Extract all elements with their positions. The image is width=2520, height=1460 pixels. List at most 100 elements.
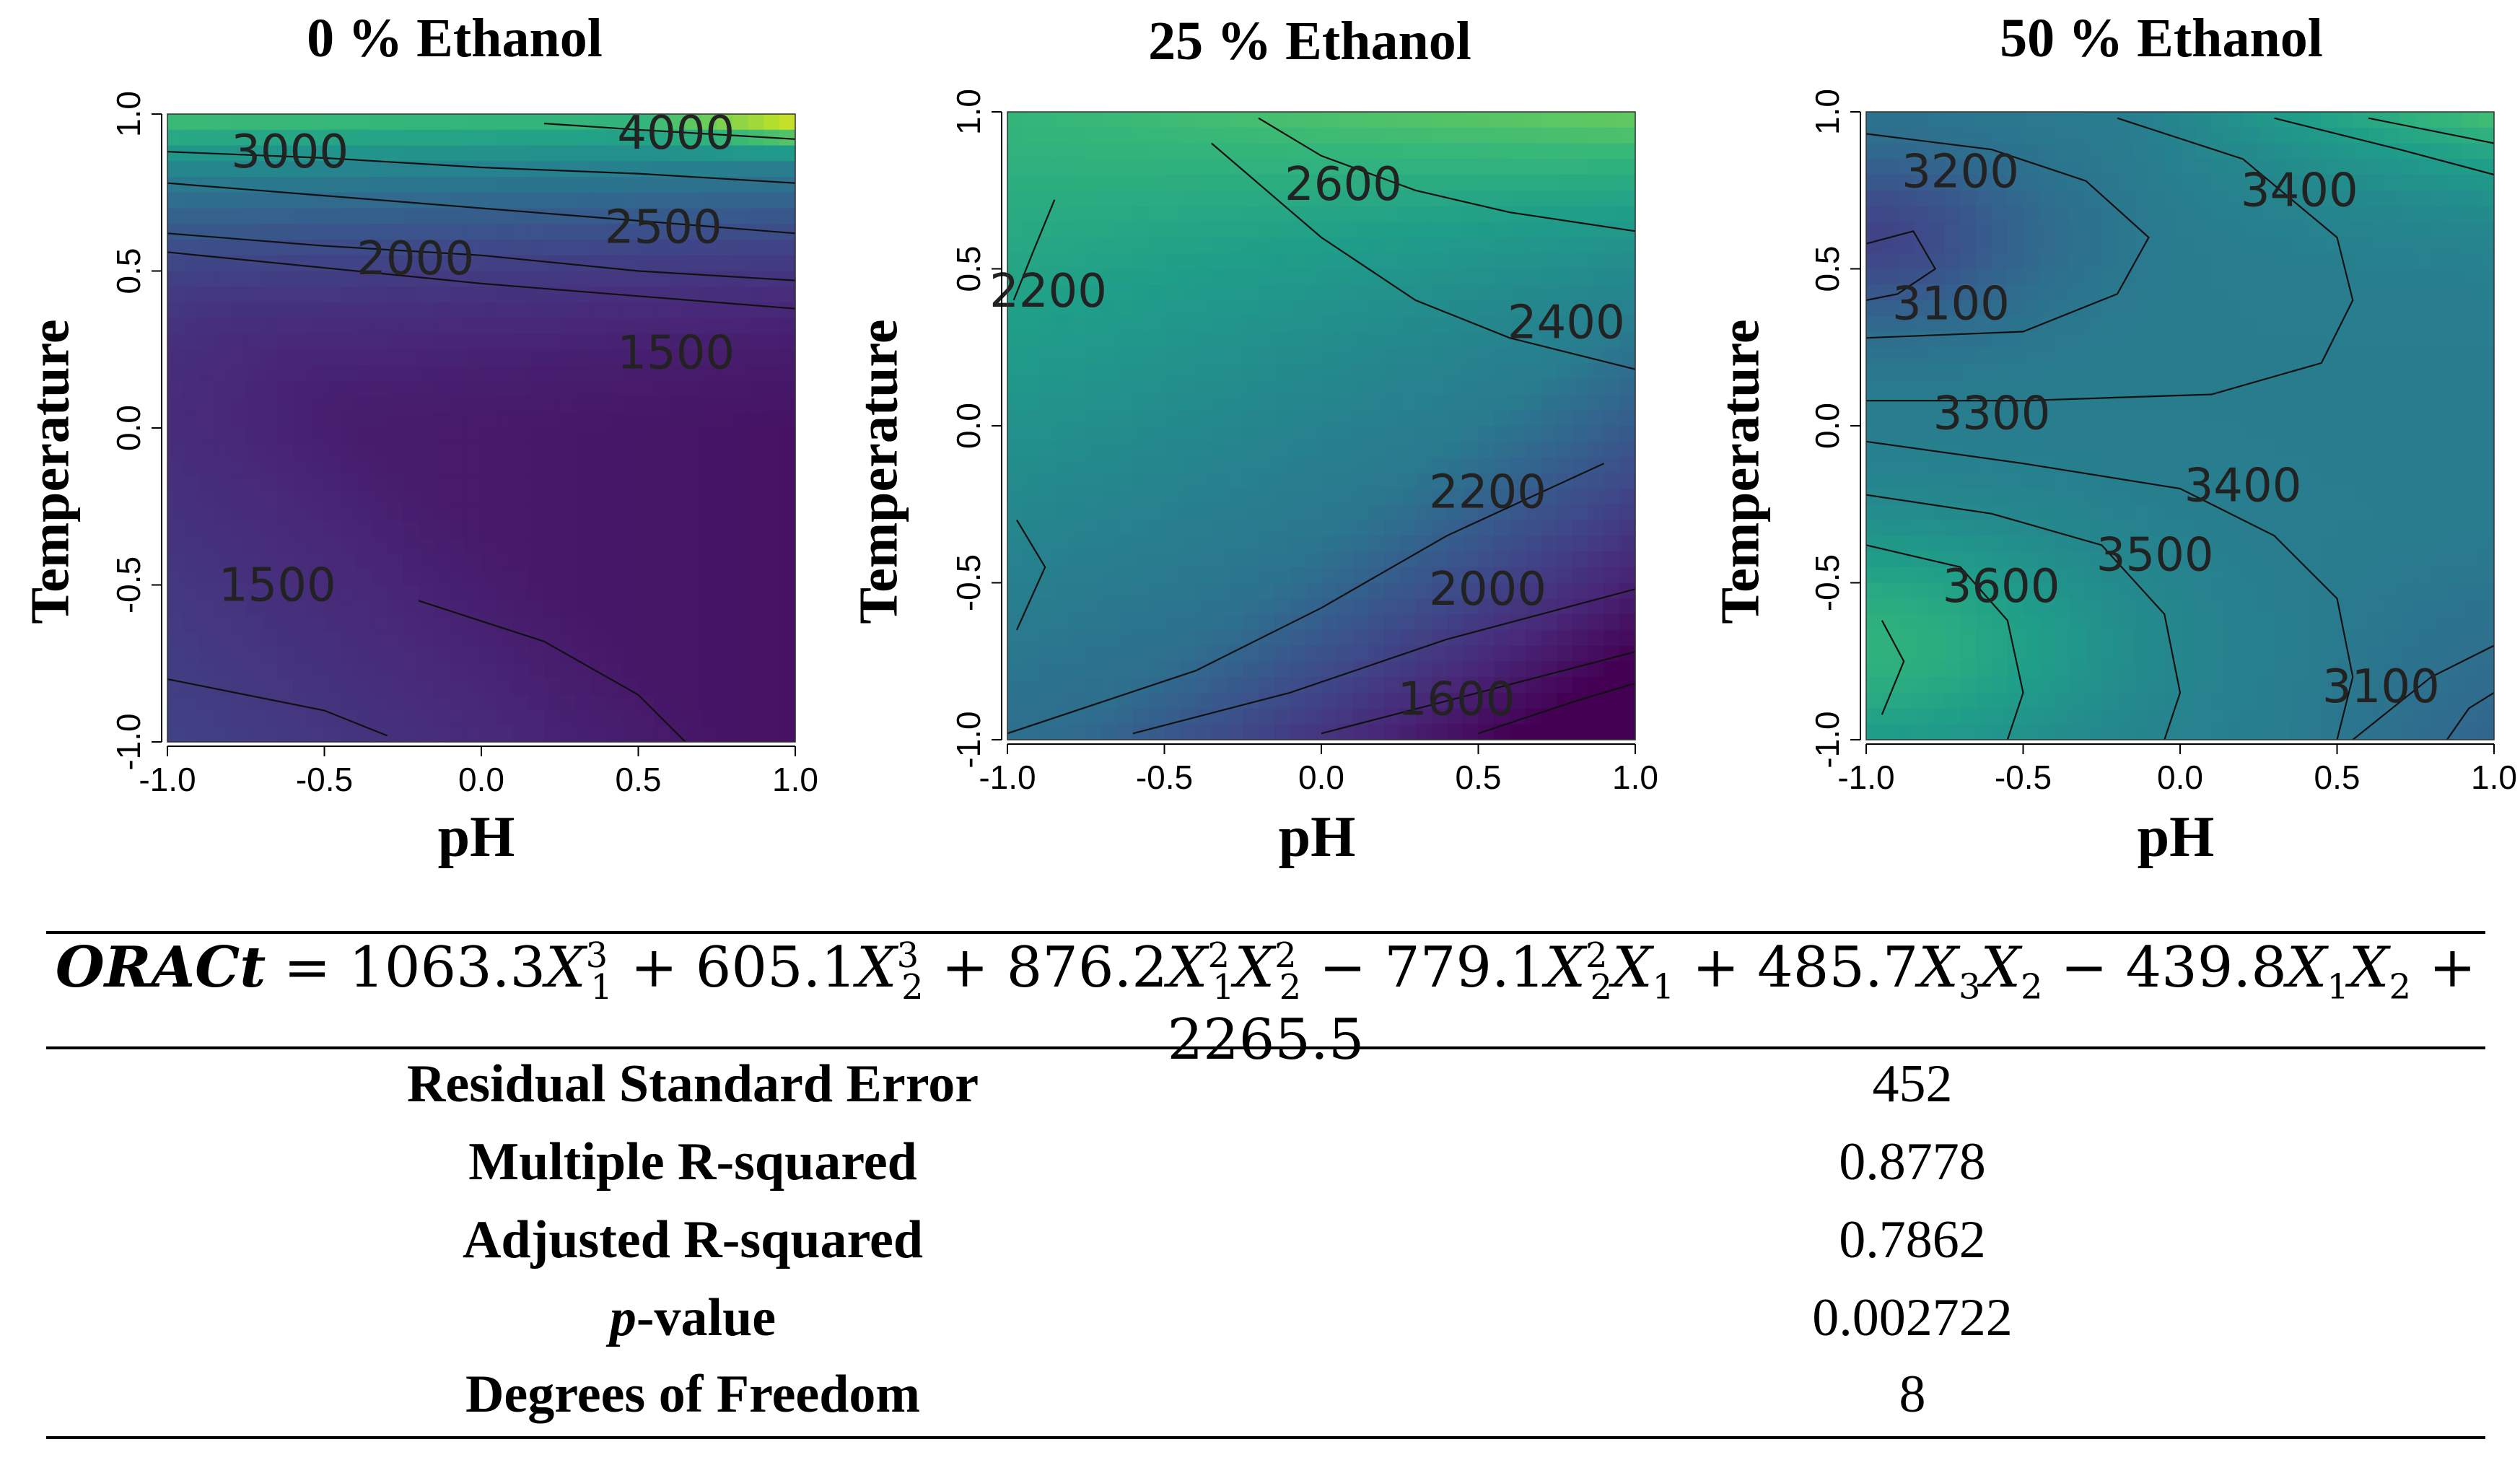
heatmap-cell — [198, 538, 215, 554]
heatmap-cell — [512, 396, 529, 413]
contour-label: 3200 — [1902, 146, 2019, 199]
heatmap-cell — [1462, 520, 1479, 536]
heatmap-cell — [2007, 536, 2024, 552]
heatmap-cell — [2368, 567, 2385, 584]
heatmap-cell — [1525, 143, 1542, 159]
heatmap-cell — [1259, 159, 1275, 175]
heatmap-cell — [575, 710, 592, 727]
heatmap-cell — [1305, 441, 1322, 458]
heatmap-cell — [607, 522, 624, 538]
heatmap-cell — [277, 333, 294, 350]
heatmap-cell — [1510, 363, 1526, 380]
heatmap-cell — [371, 647, 388, 664]
heatmap-cell — [2101, 724, 2118, 740]
heatmap-cell — [261, 459, 278, 476]
heatmap-cell — [1992, 473, 2008, 489]
heatmap-cell — [1384, 582, 1401, 599]
heatmap-cell — [1274, 175, 1291, 191]
heatmap-cell — [2101, 112, 2118, 128]
heatmap-cell — [2353, 473, 2369, 489]
heatmap-cell — [1243, 677, 1259, 694]
heatmap-cell — [2180, 582, 2197, 599]
heatmap-cell — [575, 726, 592, 743]
heatmap-cell — [1085, 504, 1103, 521]
heatmap-cell — [2290, 661, 2306, 678]
heatmap-cell — [371, 240, 388, 256]
heatmap-cell — [1384, 284, 1401, 301]
heatmap-cell — [2478, 410, 2495, 427]
heatmap-cell — [2399, 127, 2416, 144]
heatmap-cell — [2023, 331, 2039, 348]
heatmap-cell — [167, 647, 184, 664]
heatmap-cell — [2023, 677, 2039, 694]
heatmap-cell — [748, 522, 765, 538]
heatmap-cell — [1007, 677, 1024, 694]
heatmap-cell — [2478, 614, 2495, 631]
heatmap-cell — [1164, 473, 1181, 489]
heatmap-cell — [2431, 159, 2448, 175]
heatmap-cell — [371, 333, 388, 350]
heatmap-cell — [340, 208, 356, 224]
heatmap-cell — [2195, 708, 2213, 725]
heatmap-cell — [198, 255, 215, 272]
heatmap-cell — [1415, 175, 1432, 191]
heatmap-cell — [2086, 645, 2102, 662]
heatmap-cell — [2117, 441, 2134, 458]
heatmap-cell — [1494, 253, 1510, 270]
heatmap-cell — [685, 208, 702, 224]
heatmap-cell — [465, 459, 482, 476]
heatmap-cell — [2446, 300, 2464, 317]
heatmap-cell — [403, 412, 419, 429]
heatmap-cell — [2148, 347, 2165, 364]
heatmap-cell — [2462, 378, 2479, 395]
heatmap-cell — [1431, 331, 1448, 348]
heatmap-cell — [2399, 315, 2416, 333]
heatmap-cell — [496, 443, 514, 460]
heatmap-cell — [2211, 645, 2228, 662]
heatmap-cell — [434, 710, 451, 727]
heatmap-cell — [1897, 378, 1914, 395]
heatmap-cell — [1054, 629, 1071, 647]
contour-line — [1866, 117, 2354, 402]
heatmap-cell — [701, 349, 717, 366]
term-6-coef: 439.8 — [2125, 935, 2287, 1000]
heatmap-cell — [1604, 112, 1620, 128]
heatmap-cell — [403, 459, 419, 476]
heatmap-cell — [2070, 300, 2087, 317]
heatmap-cell — [622, 349, 639, 366]
heatmap-cell — [1913, 112, 1930, 128]
heatmap-cell — [308, 600, 325, 617]
heatmap-cell — [717, 663, 733, 680]
heatmap-cell — [465, 726, 482, 743]
heatmap-cell — [591, 679, 608, 696]
heatmap-cell — [2368, 551, 2385, 568]
heatmap-cell — [324, 349, 341, 366]
heatmap-cell — [183, 396, 200, 413]
heatmap-cell — [1384, 159, 1401, 175]
heatmap-cell — [1604, 692, 1620, 709]
heatmap-cell — [387, 459, 403, 476]
heatmap-cell — [1604, 378, 1620, 395]
heatmap-cell — [1541, 112, 1557, 128]
heatmap-cell — [1399, 614, 1417, 631]
heatmap-cell — [1881, 536, 1899, 552]
heatmap-cell — [1038, 268, 1055, 285]
heatmap-cell — [1897, 457, 1914, 473]
contour-line — [1211, 142, 1636, 370]
heatmap-cell — [2195, 300, 2213, 317]
heatmap-cell — [1929, 206, 1946, 222]
heatmap-cell — [1196, 567, 1212, 584]
heatmap-cell — [1274, 159, 1291, 175]
heatmap-cell — [340, 647, 356, 664]
heatmap-cell — [1180, 551, 1196, 568]
heatmap-cell — [2274, 473, 2291, 489]
heatmap-cell — [1321, 175, 1338, 191]
heatmap-cell — [387, 663, 403, 680]
term-7-sign: + — [2428, 935, 2477, 1000]
heatmap-cell — [167, 208, 184, 224]
heatmap-cell — [1557, 190, 1573, 207]
heatmap-cell — [465, 396, 482, 413]
heatmap-cell — [481, 428, 498, 445]
heatmap-cell — [1336, 363, 1354, 380]
heatmap-cell — [277, 459, 294, 476]
